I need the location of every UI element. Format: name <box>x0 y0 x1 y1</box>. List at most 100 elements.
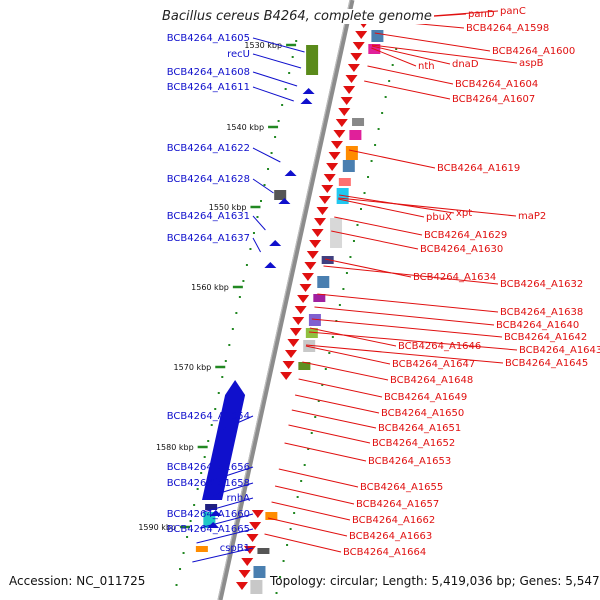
left-gene-label: BCB4264_A1631 <box>167 211 250 222</box>
right-leader-line <box>323 265 499 285</box>
scale-dot <box>295 40 298 42</box>
right-gene-label: BCB4264_A1663 <box>349 531 432 542</box>
right-gene-label: aspB <box>519 58 544 69</box>
right-gene-label: BCB4264_A1664 <box>343 547 426 558</box>
left-leader-line <box>203 497 254 513</box>
scale-dot <box>235 312 238 314</box>
right-gene-label: BCB4264_A1630 <box>420 244 503 255</box>
gene-block <box>253 566 266 578</box>
scale-dot <box>260 200 262 202</box>
scale-dot <box>221 376 224 378</box>
left-gene-label: BCB4264_A1605 <box>167 33 250 44</box>
right-leader-line <box>372 44 518 64</box>
scale-dot-right <box>300 480 303 482</box>
right-gene-label: BCB4264_A1632 <box>500 279 583 290</box>
right-leader-line <box>305 345 391 365</box>
right-leader-line <box>288 424 371 444</box>
right-leader-line <box>311 318 503 338</box>
scale-dot-right <box>331 336 334 338</box>
gene-arrow-left <box>264 262 277 268</box>
left-leader-line <box>252 86 294 102</box>
scale-label: 1530 kbp <box>244 41 282 50</box>
left-leader-line <box>252 215 266 231</box>
gene-block <box>330 218 343 248</box>
scale-dot <box>228 344 231 346</box>
gene-arrow-right <box>340 97 353 105</box>
right-leader-line <box>302 361 389 381</box>
scale-dot <box>200 472 203 474</box>
left-leader-line <box>252 237 261 253</box>
gene-arrow-right <box>326 163 339 171</box>
scale-label: 1570 kbp <box>174 363 212 372</box>
right-leader-line <box>294 394 380 414</box>
gene-arrow-right <box>280 372 293 380</box>
scale-dot-right <box>324 368 327 370</box>
gene-arrow-left <box>302 88 315 94</box>
scale-dot-right <box>352 240 355 242</box>
right-gene-label: BCB4264_A1651 <box>378 423 461 434</box>
feature-blocks <box>195 20 384 594</box>
left-gene-label: BCB4264_A1628 <box>167 174 250 185</box>
gene-block <box>195 546 208 552</box>
scale-dot <box>189 520 192 522</box>
gene-arrow-right <box>309 240 322 248</box>
gene-arrow-left <box>278 198 291 204</box>
left-leader-line <box>252 147 281 163</box>
gene-block <box>313 294 326 302</box>
gene-arrow-right <box>241 558 254 566</box>
left-leader-line <box>196 528 254 544</box>
gene-arrow-right <box>323 174 336 182</box>
right-gene-label: BCB4264_A1629 <box>424 230 507 241</box>
scale-label: 1580 kbp <box>156 443 194 452</box>
scale-dot-right <box>391 64 394 66</box>
right-leader-line <box>291 409 377 429</box>
scale-dot <box>249 248 252 250</box>
scale-label: 1550 kbp <box>209 203 247 212</box>
right-leader-line <box>317 293 499 313</box>
gene-arrow-left <box>269 240 282 246</box>
scale-dot <box>274 136 277 138</box>
genome-backbone <box>217 0 355 600</box>
right-leader-line <box>348 149 436 169</box>
right-leader-line <box>309 327 397 347</box>
gene-arrow-right <box>246 534 259 542</box>
gene-arrow-right <box>314 218 327 226</box>
gene-arrow-right <box>287 339 300 347</box>
scale-dot-right <box>307 448 310 450</box>
scale-dot-right <box>384 96 387 98</box>
gene-arrow-right <box>238 570 251 578</box>
accession-text: Accession: NC_011725 <box>9 574 146 588</box>
scale-dot <box>291 56 294 58</box>
scale-dot <box>207 440 210 442</box>
scale-dot-right <box>388 80 391 82</box>
left-leader-line <box>252 53 302 69</box>
right-gene-label: maP2 <box>518 211 546 222</box>
scale-dot-right <box>360 208 362 210</box>
right-leader-line <box>306 344 504 364</box>
left-gene-label: BCB4264_A1654 <box>167 411 250 422</box>
right-gene-label: BCB4264_A1619 <box>437 163 520 174</box>
scale-dot <box>203 456 206 458</box>
scale-dot-right <box>282 560 285 562</box>
backbone-shade <box>217 0 351 600</box>
scale-dot <box>238 296 241 298</box>
gene-arrow-right <box>330 141 343 149</box>
scale-label: 1590 kbp <box>138 523 176 532</box>
gene-block <box>298 362 311 370</box>
gene-block <box>317 276 330 288</box>
left-gene-label: BCB4264_A1611 <box>167 82 250 93</box>
topology-text: Topology: circular; Length: 5,419,036 bp… <box>270 574 600 588</box>
right-leader-line <box>267 517 348 537</box>
gene-arrow-right <box>297 295 310 303</box>
left-gene-label: BCB4264_A1660 <box>167 509 250 520</box>
scale-dot <box>270 152 273 154</box>
left-leader-line <box>252 178 274 194</box>
scale-dot <box>281 104 284 106</box>
right-leader-line <box>364 80 451 100</box>
left-gene-label: rnhA <box>227 493 251 504</box>
scale-dot-right <box>338 304 341 306</box>
gene-arrow-right <box>316 207 329 215</box>
gene-arrow-right <box>289 328 302 336</box>
scale-dot <box>256 216 259 218</box>
left-gene-label: BCB4264_A1637 <box>167 233 250 244</box>
